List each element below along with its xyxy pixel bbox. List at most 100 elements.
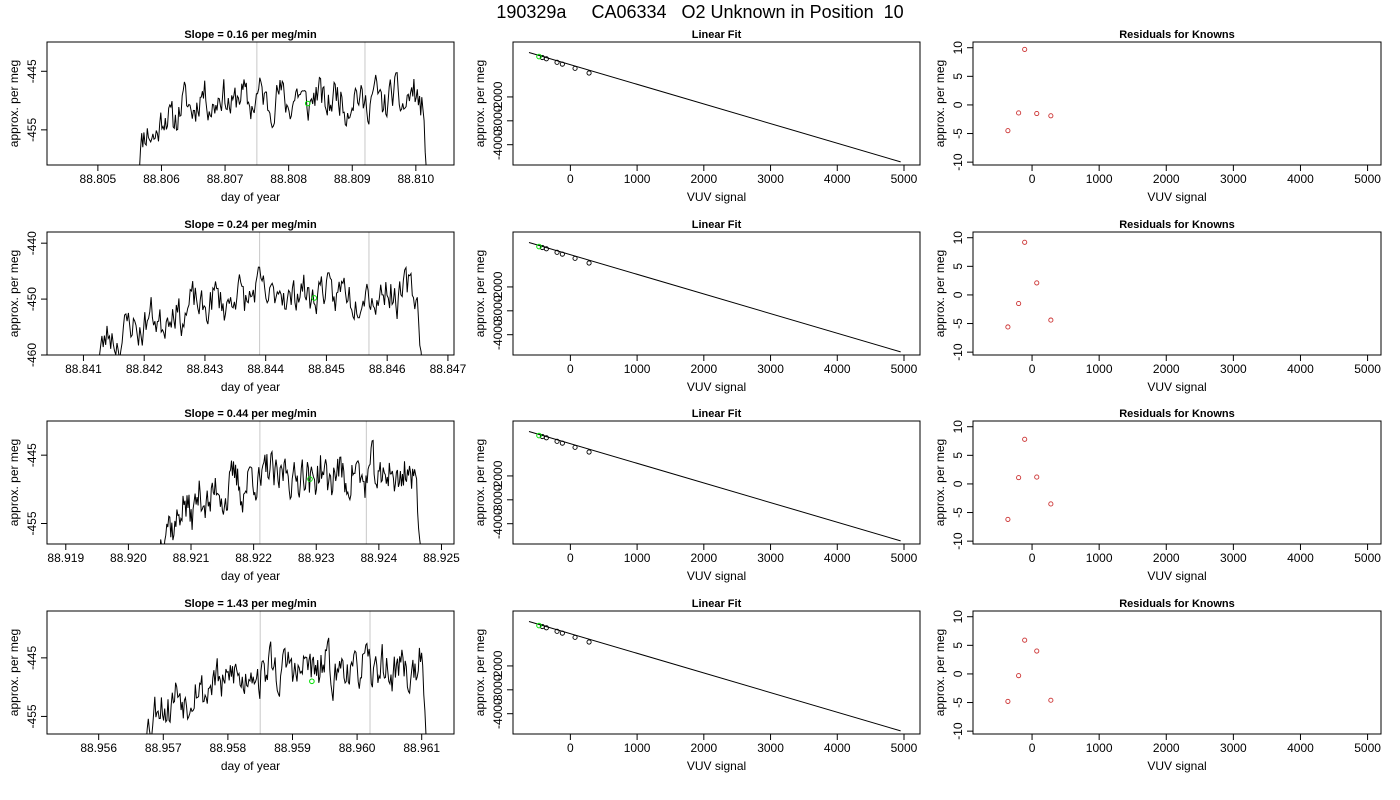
- y-tick-label: -455: [25, 704, 39, 728]
- panel-title: Linear Fit: [692, 408, 742, 420]
- y-tick-label: 5: [951, 452, 965, 459]
- data-trace: [139, 71, 427, 165]
- x-tick-label: 0: [567, 172, 574, 186]
- y-tick-label: -445: [25, 443, 39, 467]
- residual-point: [1034, 648, 1040, 654]
- x-tick-label: 3000: [1220, 172, 1247, 186]
- panel-time-3: Slope = 0.44 per meg/min 88.919 88.920 88.9…: [7, 408, 460, 583]
- residual-point: [1034, 110, 1040, 117]
- y-axis-label: approx. per meg: [7, 250, 21, 337]
- x-tick-label: 4000: [824, 551, 851, 565]
- x-tick-label: 1000: [1086, 741, 1113, 755]
- y-axis-label: approx. per meg: [7, 629, 21, 716]
- known-point: [572, 444, 578, 450]
- y-tick-label: -4000: [491, 319, 505, 350]
- x-tick-label: 2000: [690, 741, 717, 755]
- plot-area: [1005, 436, 1054, 522]
- x-tick-label: 2000: [1153, 741, 1180, 755]
- x-tick-label: 5000: [1354, 551, 1381, 565]
- x-tick-label: 88.925: [423, 551, 460, 565]
- x-tick-label: 5000: [1354, 741, 1381, 755]
- y-tick-label: -5: [951, 128, 965, 139]
- known-point: [554, 628, 560, 634]
- x-axis-label: VUV signal: [1147, 759, 1206, 773]
- x-axis-label: VUV signal: [687, 190, 746, 204]
- x-tick-label: 2000: [1153, 551, 1180, 565]
- fit-line: [528, 242, 901, 353]
- y-axis-label: approx. per meg: [933, 629, 947, 716]
- y-tick-label: -455: [25, 511, 39, 535]
- y-tick-label: 0: [951, 670, 965, 677]
- residual-point: [1005, 324, 1011, 330]
- x-tick-label: 88.842: [126, 362, 163, 376]
- x-tick-label: 88.956: [80, 741, 117, 755]
- x-tick-label: 4000: [1287, 172, 1314, 186]
- x-tick-label: 1000: [1086, 551, 1113, 565]
- residual-point: [1022, 637, 1028, 643]
- panel-title: Linear Fit: [692, 29, 742, 41]
- y-tick-label: -10: [951, 343, 965, 361]
- x-tick-label: 5000: [891, 362, 918, 376]
- residual-point: [1048, 697, 1054, 703]
- known-point: [559, 251, 565, 257]
- residual-point: [1016, 110, 1022, 116]
- x-tick-label: 3000: [757, 551, 784, 565]
- x-tick-label: 88.805: [80, 172, 117, 186]
- panel-title: Residuals for Knowns: [1119, 219, 1235, 231]
- plot-frame: [972, 610, 1382, 735]
- plot-area: [528, 52, 901, 163]
- plot-frame: [46, 420, 455, 545]
- x-tick-label: 3000: [757, 362, 784, 376]
- y-tick-label: -3000: [491, 484, 505, 515]
- x-tick-label: 88.919: [47, 551, 84, 565]
- residual-point: [1034, 280, 1040, 286]
- plot-frame: [46, 231, 455, 356]
- x-axis-label: VUV signal: [687, 380, 746, 394]
- panel-resid-4: Residuals for Knowns 0 1000 2000 3000 4000 500…: [933, 598, 1382, 773]
- x-tick-label: 5000: [891, 741, 918, 755]
- x-axis-label: VUV signal: [1147, 380, 1206, 394]
- x-tick-label: 88.844: [247, 362, 284, 376]
- x-tick-label: 88.806: [143, 172, 180, 186]
- x-tick-label: 1000: [624, 172, 651, 186]
- y-axis-label: approx. per meg: [7, 439, 21, 526]
- x-tick-label: 1000: [1086, 362, 1113, 376]
- panel-title: Linear Fit: [692, 598, 742, 610]
- y-tick-label: -455: [25, 118, 39, 142]
- x-tick-label: 3000: [757, 172, 784, 186]
- x-tick-label: 0: [1029, 741, 1036, 755]
- x-tick-label: 3000: [1220, 551, 1247, 565]
- residual-point: [1005, 516, 1011, 522]
- y-axis-label: approx. per meg: [473, 250, 487, 337]
- y-tick-label: -445: [25, 646, 39, 670]
- y-tick-label: -440: [25, 231, 39, 255]
- x-axis-label: day of year: [221, 759, 280, 773]
- plot-area: [1005, 637, 1054, 704]
- y-tick-label: 0: [951, 101, 965, 108]
- x-tick-label: 88.810: [397, 172, 434, 186]
- residual-point: [1048, 113, 1054, 119]
- x-tick-label: 4000: [1287, 362, 1314, 376]
- plot-area: [99, 232, 422, 355]
- panel-title: Residuals for Knowns: [1119, 598, 1235, 610]
- x-tick-label: 88.959: [274, 741, 311, 755]
- y-axis-label: approx. per meg: [933, 439, 947, 526]
- known-point: [586, 639, 592, 645]
- x-tick-label: 2000: [690, 551, 717, 565]
- panel-resid-3: Residuals for Knowns 0 1000 2000 3000 4000 500…: [933, 408, 1382, 583]
- plot-frame: [972, 420, 1382, 545]
- known-point: [572, 65, 578, 71]
- page-title: 190329a CA06334 O2 Unknown in Position 1…: [496, 2, 904, 22]
- residual-point: [1005, 128, 1011, 134]
- x-tick-label: 4000: [824, 741, 851, 755]
- known-point: [543, 625, 549, 631]
- known-point: [554, 249, 560, 255]
- unknown-marker: [536, 243, 542, 250]
- fit-line: [528, 621, 901, 732]
- x-axis-label: VUV signal: [687, 569, 746, 583]
- known-point: [572, 255, 578, 261]
- x-tick-label: 1000: [624, 362, 651, 376]
- x-axis-label: VUV signal: [1147, 569, 1206, 583]
- residual-point: [1005, 698, 1011, 704]
